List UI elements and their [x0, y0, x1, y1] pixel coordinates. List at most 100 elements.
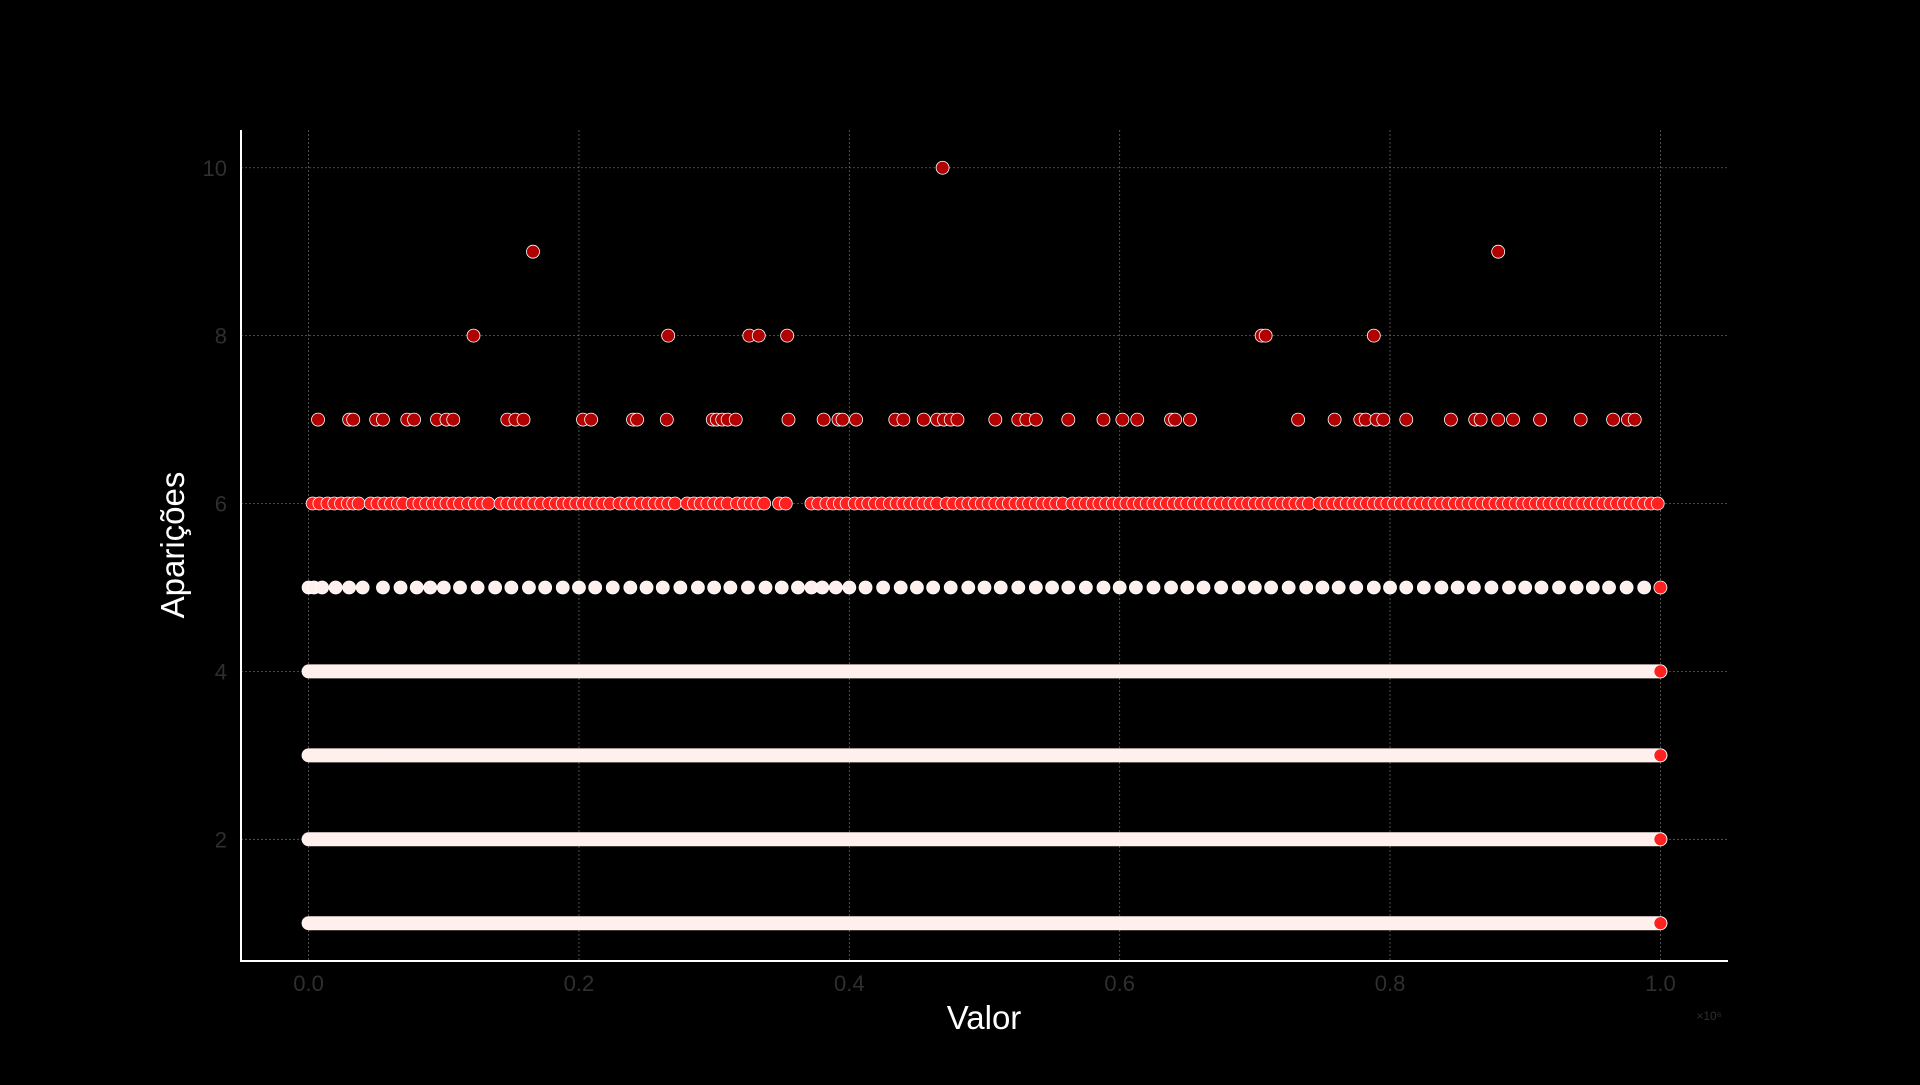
point-y7 [346, 412, 361, 427]
point-y5 [623, 580, 638, 595]
point-y5 [436, 580, 451, 595]
point-y5 [1366, 580, 1381, 595]
point-y5 [1146, 580, 1161, 595]
point-y5 [470, 580, 485, 595]
point-y5 [1416, 580, 1431, 595]
point-y5 [943, 580, 958, 595]
point-y5 [1602, 580, 1616, 595]
x-tick-label: 0.0 [293, 971, 324, 996]
point-y5 [488, 580, 503, 595]
row-end-point [1653, 916, 1668, 931]
point-y8 [1366, 328, 1381, 343]
point-y5 [1214, 580, 1228, 595]
point-y7 [630, 412, 644, 427]
x-tick-label: 0.4 [834, 971, 865, 996]
tick-labels: 0.0 0.2 0.4 0.6 0.8 1.0 2 4 6 8 10 [203, 156, 1676, 996]
x-offset-label: ×10⁶ [1696, 1009, 1721, 1023]
y-tick-label: 10 [203, 156, 227, 181]
point-y7 [311, 412, 325, 427]
point-y5 [1331, 580, 1346, 595]
point-y5 [1247, 580, 1262, 595]
point-y5 [723, 580, 738, 595]
row-end-point [1653, 748, 1668, 763]
point-y5 [355, 580, 370, 595]
point-y5 [707, 580, 722, 595]
point-y7 [849, 412, 863, 427]
point-y5 [815, 580, 830, 595]
point-y5 [876, 580, 891, 595]
point-y5 [504, 580, 519, 595]
point-y5 [977, 580, 992, 595]
point-y7 [1183, 412, 1197, 427]
point-y5 [791, 580, 805, 595]
point-y5 [1164, 580, 1178, 595]
point-y5 [315, 580, 330, 595]
point-y7 [1130, 412, 1145, 427]
point-y7 [781, 412, 796, 427]
point-y5 [1534, 580, 1549, 595]
point-y7 [1399, 412, 1414, 427]
point-y5 [522, 580, 536, 595]
point-y5 [1434, 580, 1449, 595]
point-y5 [1484, 580, 1499, 595]
point-y5 [342, 580, 357, 595]
point-y7 [407, 412, 421, 427]
point-y5 [1349, 580, 1364, 595]
point-y7 [1061, 412, 1076, 427]
x-tick-label: 0.2 [564, 971, 595, 996]
y-axis-label: Aparições [154, 472, 191, 619]
point-y7 [1115, 412, 1130, 427]
point-y10 [935, 160, 950, 175]
point-y5 [1502, 580, 1516, 595]
point-y5 [1045, 580, 1059, 595]
point-y7 [988, 412, 1003, 427]
point-y5 [1315, 580, 1330, 595]
point-y8 [661, 328, 676, 343]
point-y5 [993, 580, 1008, 595]
row-end-point [1653, 832, 1668, 847]
point-y5 [1112, 580, 1127, 595]
point-y5 [1619, 580, 1634, 595]
y-tick-label: 4 [215, 659, 227, 684]
point-y5 [842, 580, 857, 595]
point-y9 [526, 244, 540, 259]
point-y7 [1627, 412, 1642, 427]
point-y7 [1376, 412, 1391, 427]
point-y7 [1291, 412, 1306, 427]
point-y5 [1383, 580, 1397, 595]
point-y5 [453, 580, 467, 595]
point-y6 [1650, 496, 1665, 511]
x-tick-label: 1.0 [1645, 971, 1676, 996]
y-tick-label: 8 [215, 324, 227, 349]
point-y5 [655, 580, 670, 595]
point-y5 [673, 580, 688, 595]
point-y5 [555, 580, 570, 595]
point-y5 [774, 580, 789, 595]
point-y7 [728, 412, 743, 427]
point-y7 [516, 412, 531, 427]
point-y7 [916, 412, 931, 427]
point-y7 [1168, 412, 1183, 427]
point-y7 [950, 412, 965, 427]
y-tick-label: 2 [215, 827, 227, 852]
point-y5 [639, 580, 654, 595]
row-end-point [1653, 664, 1668, 679]
point-y5 [1096, 580, 1111, 595]
point-y5 [1264, 580, 1278, 595]
point-y6 [778, 496, 793, 511]
point-y5 [1078, 580, 1093, 595]
point-y6 [481, 496, 496, 511]
point-y5 [758, 580, 773, 595]
point-y5 [328, 580, 343, 595]
point-y5 [1569, 580, 1584, 595]
point-y7 [816, 412, 831, 427]
point-y6 [668, 496, 682, 511]
x-axis-label: Valor [947, 999, 1022, 1036]
axes [240, 130, 1728, 962]
point-y7 [376, 412, 390, 427]
grid-lines [241, 130, 1728, 961]
point-y8 [466, 328, 481, 343]
point-y7 [835, 412, 850, 427]
